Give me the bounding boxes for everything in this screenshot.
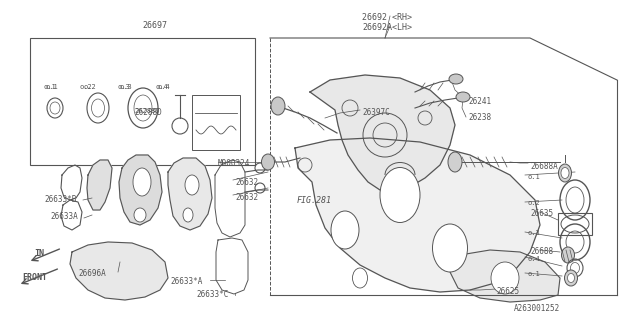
Text: FRONT: FRONT: [22, 274, 47, 283]
Text: 26633*A: 26633*A: [170, 277, 202, 286]
Text: 26697: 26697: [143, 21, 168, 30]
Ellipse shape: [262, 154, 275, 170]
Ellipse shape: [271, 97, 285, 115]
Ellipse shape: [564, 270, 577, 286]
Text: 26241: 26241: [468, 97, 491, 106]
Bar: [30, 38, 255, 165]
Ellipse shape: [433, 224, 467, 272]
Ellipse shape: [353, 268, 367, 288]
Ellipse shape: [331, 211, 359, 249]
Text: FIG.281: FIG.281: [297, 196, 332, 205]
Polygon shape: [87, 160, 112, 210]
Text: 26692A<LH>: 26692A<LH>: [362, 23, 412, 32]
Bar: [192, 95, 240, 150]
Bar: [558, 213, 592, 235]
Text: 26633A: 26633A: [50, 212, 77, 221]
Ellipse shape: [134, 208, 146, 222]
Text: o.2: o.2: [83, 84, 96, 90]
Ellipse shape: [561, 167, 569, 179]
Polygon shape: [310, 75, 455, 192]
Text: o.1: o.1: [45, 84, 58, 90]
Ellipse shape: [456, 92, 470, 102]
Ellipse shape: [380, 167, 420, 222]
Text: IN: IN: [34, 249, 44, 258]
Ellipse shape: [185, 175, 199, 195]
Text: o.4: o.4: [156, 84, 169, 90]
Text: o.2: o.2: [527, 200, 540, 206]
Text: 26688: 26688: [530, 247, 553, 256]
Text: M000324: M000324: [218, 159, 250, 168]
Text: 26238: 26238: [468, 113, 491, 122]
Text: o.1: o.1: [43, 84, 56, 90]
Ellipse shape: [568, 274, 575, 283]
Text: o.2: o.2: [80, 84, 93, 90]
Text: o.1: o.1: [527, 271, 540, 277]
Text: 26632: 26632: [235, 193, 258, 202]
Text: 26635: 26635: [530, 209, 553, 218]
Text: o.4: o.4: [527, 256, 540, 262]
Text: o.3: o.3: [118, 84, 131, 90]
Text: 26288D: 26288D: [134, 108, 159, 114]
Ellipse shape: [559, 164, 572, 182]
Text: 26688A: 26688A: [530, 162, 557, 171]
Ellipse shape: [561, 247, 575, 263]
Text: 26632: 26632: [235, 178, 258, 187]
Polygon shape: [119, 155, 162, 225]
Ellipse shape: [448, 152, 462, 172]
Ellipse shape: [449, 74, 463, 84]
Text: 26397C: 26397C: [362, 108, 390, 117]
Text: 26696A: 26696A: [78, 269, 106, 278]
Text: 26692 <RH>: 26692 <RH>: [362, 13, 412, 22]
Text: 26288D: 26288D: [134, 108, 162, 117]
Polygon shape: [168, 158, 212, 230]
Text: 26625: 26625: [496, 287, 519, 296]
Text: 26633*C: 26633*C: [196, 290, 228, 299]
Ellipse shape: [183, 208, 193, 222]
Text: 26633*B: 26633*B: [44, 195, 76, 204]
Ellipse shape: [133, 168, 151, 196]
Text: o.3: o.3: [527, 230, 540, 236]
Text: o.3: o.3: [120, 84, 132, 90]
Ellipse shape: [491, 262, 519, 294]
Text: o.4: o.4: [158, 84, 171, 90]
Polygon shape: [295, 138, 540, 292]
Text: o.1: o.1: [527, 174, 540, 180]
Polygon shape: [70, 242, 168, 300]
Text: A263001252: A263001252: [514, 304, 560, 313]
Polygon shape: [450, 250, 560, 302]
